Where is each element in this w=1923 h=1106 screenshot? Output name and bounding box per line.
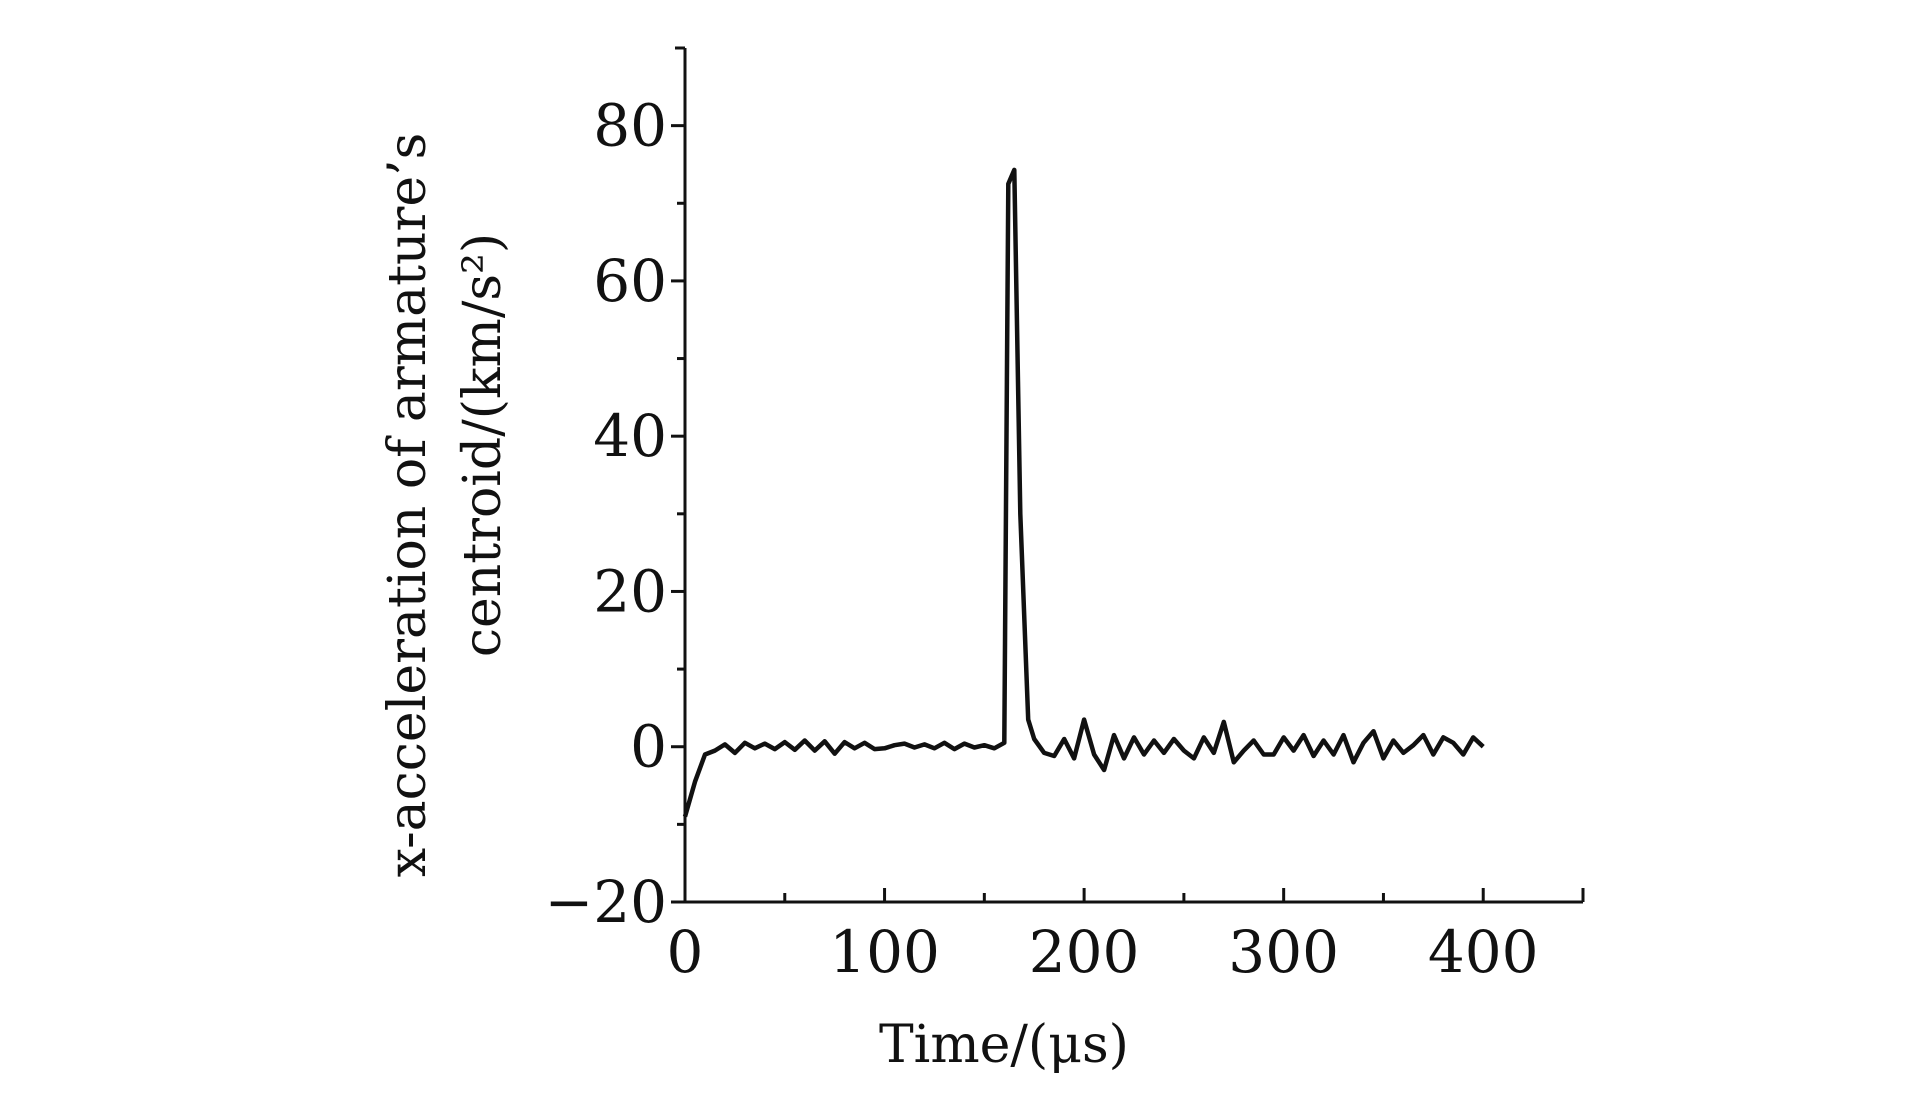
- axes: [683, 48, 1583, 904]
- y-tick-label: 60: [593, 247, 667, 315]
- x-tick-label: 100: [829, 918, 940, 986]
- x-tick-label: 0: [667, 918, 704, 986]
- series-line: [682, 167, 1485, 818]
- x-axis-title: Time/(μs): [879, 1015, 1129, 1075]
- x-tick-label: 400: [1428, 918, 1539, 986]
- series-group: [682, 167, 1485, 818]
- y-axis-title-line-1: x-acceleration of armature’s: [378, 133, 438, 878]
- y-axis-title-line-2: centroid/(km/s²): [453, 233, 513, 657]
- y-tick-label: 40: [593, 402, 667, 470]
- x-tick-label: 300: [1228, 918, 1339, 986]
- x-tick-label: 200: [1029, 918, 1140, 986]
- y-tick-label: 0: [630, 713, 667, 781]
- y-tick-label: −20: [545, 868, 667, 936]
- y-tick-label: 20: [593, 557, 667, 625]
- y-tick-label: 80: [593, 92, 667, 160]
